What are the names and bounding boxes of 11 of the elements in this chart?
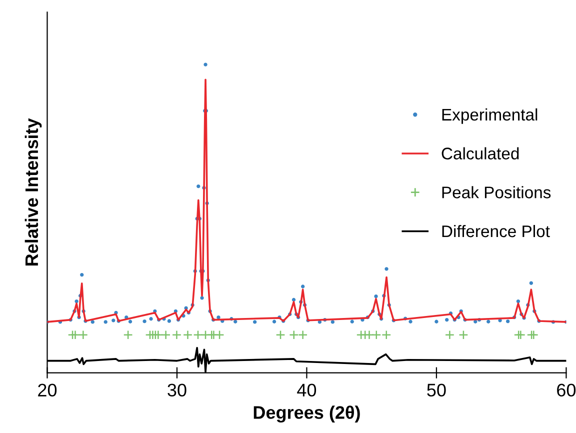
x-tick-label: 30 bbox=[168, 384, 186, 396]
legend-label: Difference Plot bbox=[442, 224, 550, 238]
y-axis-title: Relative Intensity bbox=[24, 118, 42, 266]
x-axis-title: Degrees (2θ) bbox=[254, 406, 360, 423]
x-tick-label: 20 bbox=[38, 384, 57, 396]
x-tick-label: 60 bbox=[557, 384, 576, 396]
legend-label: Calculated bbox=[442, 147, 519, 160]
x-tick-label: 40 bbox=[297, 384, 316, 396]
legend-label: Peak Positions bbox=[442, 186, 551, 198]
legend-label: Experimental bbox=[442, 108, 538, 124]
x-tick-label: 50 bbox=[427, 384, 446, 396]
